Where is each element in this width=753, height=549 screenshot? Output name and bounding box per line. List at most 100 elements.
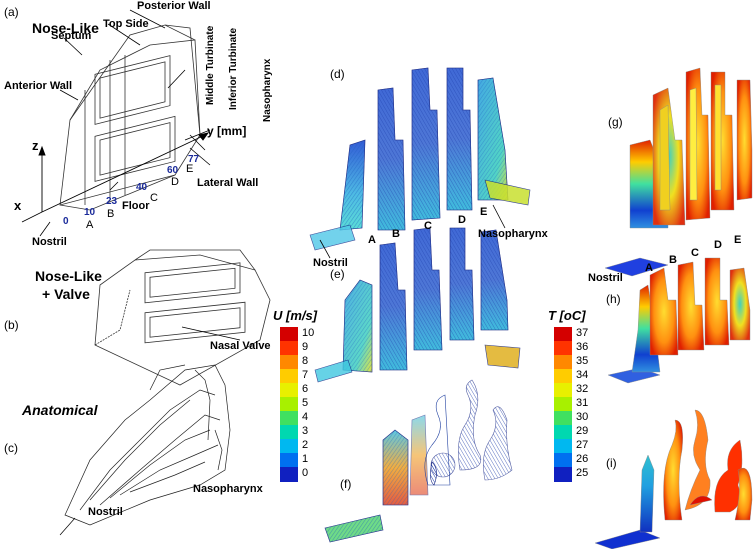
sec-g-e: E (734, 234, 742, 246)
sec-d-b: B (392, 228, 400, 240)
anatomical-model (59, 364, 231, 536)
label-posterior-wall: Posterior Wall (137, 0, 211, 12)
colorbar-tick-label: 5 (302, 397, 309, 409)
label-septum: Septum (51, 30, 92, 42)
label-anterior-wall: Anterior Wall (4, 80, 73, 92)
colorbar-segment (554, 411, 572, 426)
sec-b: B (107, 208, 115, 220)
colorbar-tick-label: 6 (302, 383, 309, 395)
temperature-slices-g (604, 67, 753, 277)
colorbar-segment (554, 425, 572, 440)
colorbar-tick-label: 35 (576, 355, 589, 367)
label-lateral-wall: Lateral Wall (197, 177, 259, 189)
colorbar-segment (280, 341, 298, 356)
colorbar-tick-label: 8 (302, 355, 309, 367)
sec-g-a: A (645, 262, 653, 274)
pos-77: 77 (188, 154, 200, 165)
panel-label-b: (b) (4, 318, 19, 332)
colorbar-segment (280, 327, 298, 342)
sec-g-b: B (669, 254, 677, 266)
colorbar-t (554, 327, 572, 482)
sec-d-a: A (368, 234, 376, 246)
colorbar-segment (280, 355, 298, 370)
label-y-mm: y [mm] (207, 124, 247, 138)
nose-valve-model (94, 249, 271, 386)
label-nasal-valve: Nasal Valve (210, 340, 271, 352)
panel-label-i: (i) (606, 456, 617, 470)
pos-23: 23 (106, 196, 118, 207)
colorbar-tick-label: 9 (302, 341, 309, 353)
model-title-nose-valve-2: + Valve (42, 286, 90, 302)
leader-lines-a (39, 9, 211, 237)
sec-d-e: E (480, 206, 488, 218)
colorbar-tick-label: 0 (302, 467, 309, 479)
axis-x: x (14, 198, 22, 213)
colorbar-tick-label: 31 (576, 397, 589, 409)
colorbar-tick-label: 32 (576, 383, 589, 395)
colorbar-tick-label: 4 (302, 411, 309, 423)
colorbar-segment (280, 383, 298, 398)
colorbar-tick-label: 2 (302, 439, 309, 451)
label-nostril-d: Nostril (313, 257, 348, 269)
colorbar-segment (280, 425, 298, 440)
colorbar-segment (554, 383, 572, 398)
panel-label-g: (g) (608, 115, 623, 129)
panel-label-h: (h) (606, 292, 621, 306)
colorbar-tick-label: 27 (576, 439, 589, 451)
pos-60: 60 (167, 165, 179, 176)
colorbar-segment (554, 369, 572, 384)
label-nostril-c: Nostril (88, 506, 123, 518)
colorbar-tick-label: 37 (576, 327, 589, 339)
colorbar-tick-label: 3 (302, 425, 309, 437)
label-nostril-g: Nostril (588, 272, 623, 284)
temperature-slices-i (594, 409, 753, 549)
label-nasopharynx-d: Nasopharynx (478, 228, 548, 240)
colorbar-segment (554, 453, 572, 468)
panel-label-d: (d) (330, 67, 345, 81)
colorbar-tick-label: 29 (576, 425, 589, 437)
velocity-slices-d (309, 67, 531, 251)
panel-label-f: (f) (340, 477, 352, 491)
colorbar-tick-label: 1 (302, 453, 309, 465)
colorbar-segment (554, 355, 572, 370)
colorbar-t-title: T [oC] (548, 308, 586, 323)
pos-0: 0 (63, 216, 69, 227)
label-nasopharynx-c: Nasopharynx (193, 483, 263, 495)
pos-10: 10 (84, 207, 96, 218)
colorbar-tick-label: 10 (302, 327, 315, 339)
sec-g-c: C (691, 247, 699, 259)
colorbar-segment (280, 397, 298, 412)
velocity-slices-e (314, 227, 521, 383)
colorbar-tick-label: 25 (576, 467, 589, 479)
label-floor: Floor (122, 200, 150, 212)
colorbar-segment (554, 327, 572, 342)
colorbar-tick-label: 36 (576, 341, 589, 353)
colorbar-tick-label: 30 (576, 411, 589, 423)
panel-label-c: (c) (4, 441, 18, 455)
colorbar-segment (280, 369, 298, 384)
colorbar-segment (554, 439, 572, 454)
sec-e: E (186, 163, 194, 175)
velocity-slices-f (324, 379, 513, 543)
temperature-slices-h (607, 257, 751, 384)
axes-a (21, 132, 210, 223)
colorbar-segment (280, 453, 298, 468)
axis-z: z (32, 138, 39, 153)
colorbar-segment (554, 467, 572, 482)
sec-d: D (171, 176, 179, 188)
pos-40: 40 (136, 182, 148, 193)
colorbar-tick-label: 7 (302, 369, 309, 381)
sec-c: C (150, 192, 158, 204)
colorbar-tick-label: 34 (576, 369, 589, 381)
panel-label-e: (e) (330, 267, 345, 281)
label-top-side: Top Side (103, 18, 149, 30)
colorbar-segment (280, 467, 298, 482)
colorbar-segment (280, 439, 298, 454)
colorbar-segment (280, 411, 298, 426)
panel-label-a: (a) (4, 5, 19, 19)
model-title-nose-valve-1: Nose-Like (35, 268, 102, 284)
sec-d-d: D (458, 214, 466, 226)
sec-d-c: C (424, 220, 432, 232)
